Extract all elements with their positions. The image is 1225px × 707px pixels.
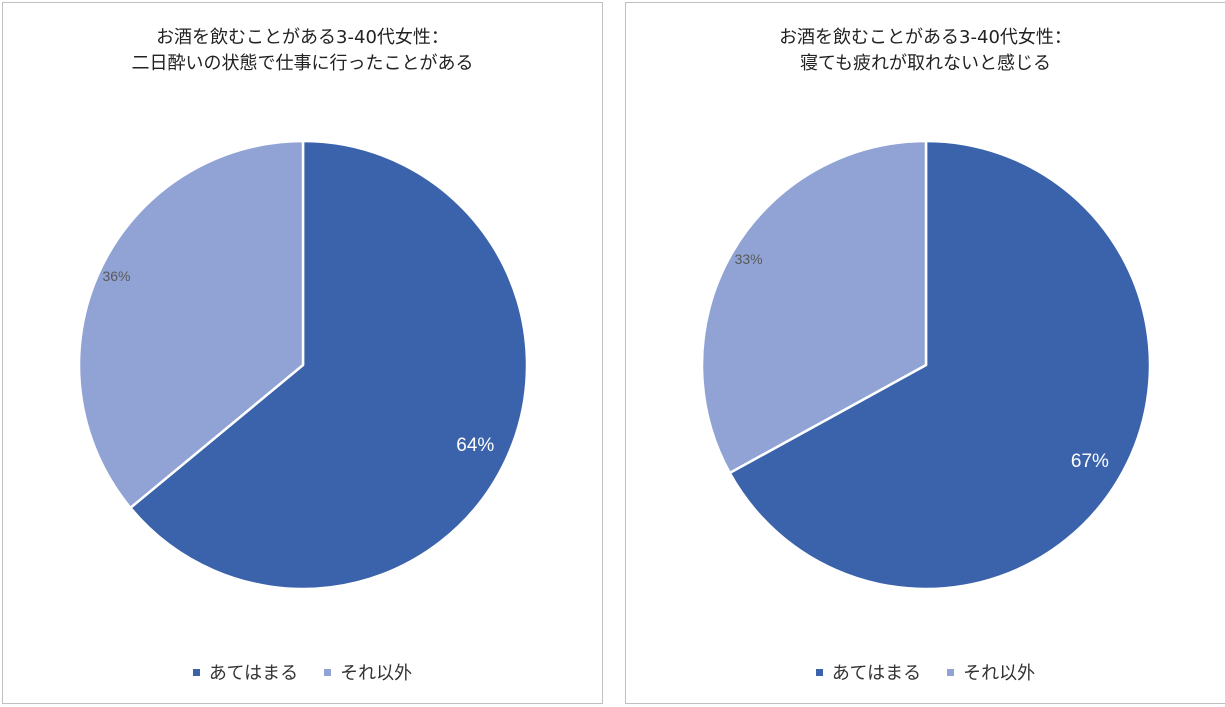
pie-data-label: 33% bbox=[735, 251, 763, 267]
legend-item: それ以外 bbox=[324, 660, 412, 684]
chart-legend: あてはまる それ以外 bbox=[3, 660, 602, 684]
pie-slice-applies bbox=[728, 139, 1152, 591]
chart-panel-fatigue: お酒を飲むことがある3-40代女性： 寝ても疲れが取れないと感じる 67% 33%… bbox=[625, 2, 1225, 704]
legend-label: それ以外 bbox=[963, 663, 1036, 684]
legend-label: あてはまる bbox=[208, 663, 299, 684]
legend-item: あてはまる bbox=[192, 660, 299, 684]
chart-legend: あてはまる それ以外 bbox=[626, 660, 1225, 684]
legend-label: それ以外 bbox=[340, 663, 413, 684]
legend-swatch-icon bbox=[192, 668, 200, 676]
chart-title-line-1: お酒を飲むことがある3-40代女性： bbox=[779, 27, 1072, 48]
chart-title-line-2: 寝ても疲れが取れないと感じる bbox=[799, 53, 1052, 74]
pie-slice-other bbox=[700, 139, 928, 475]
pie-slice-applies bbox=[129, 139, 529, 591]
pie-data-label: 36% bbox=[102, 268, 130, 284]
pie-data-label: 64% bbox=[456, 435, 494, 456]
legend-item: あてはまる bbox=[815, 660, 922, 684]
chart-title-line-2: 二日酔いの状態で仕事に行ったことがある bbox=[131, 53, 474, 74]
chart-title: お酒を飲むことがある3-40代女性： 二日酔いの状態で仕事に行ったことがある bbox=[3, 25, 602, 77]
chart-title: お酒を飲むことがある3-40代女性： 寝ても疲れが取れないと感じる bbox=[626, 25, 1225, 77]
legend-swatch-icon bbox=[324, 668, 332, 676]
legend-swatch-icon bbox=[947, 668, 955, 676]
pie-chart: 67% 33% bbox=[700, 139, 1152, 591]
pie-chart: 64% 36% bbox=[77, 139, 529, 591]
legend-swatch-icon bbox=[815, 668, 823, 676]
pie-data-label: 67% bbox=[1071, 451, 1109, 472]
legend-label: あてはまる bbox=[831, 663, 922, 684]
chart-panel-hangover: お酒を飲むことがある3-40代女性： 二日酔いの状態で仕事に行ったことがある 6… bbox=[2, 2, 603, 704]
legend-item: それ以外 bbox=[947, 660, 1035, 684]
chart-title-line-1: お酒を飲むことがある3-40代女性： bbox=[156, 27, 449, 48]
pie-slice-other bbox=[77, 139, 305, 510]
